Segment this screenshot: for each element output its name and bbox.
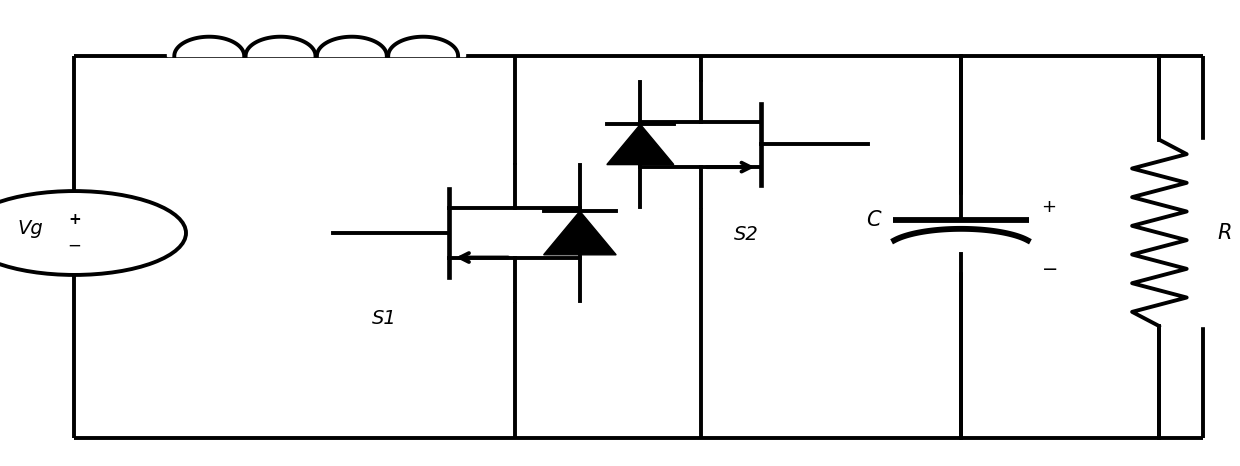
Text: −: −	[67, 237, 82, 255]
Text: −: −	[1042, 260, 1058, 279]
Text: S2: S2	[734, 225, 759, 244]
Text: C: C	[866, 210, 880, 230]
Text: R: R	[1218, 223, 1233, 243]
Polygon shape	[384, 165, 675, 301]
Text: +: +	[1042, 198, 1056, 215]
Polygon shape	[167, 0, 465, 56]
Circle shape	[0, 191, 186, 275]
Polygon shape	[885, 195, 1037, 271]
Polygon shape	[1091, 140, 1228, 326]
Polygon shape	[553, 82, 835, 207]
Text: +: +	[68, 212, 81, 227]
Text: Vg: Vg	[17, 219, 43, 238]
Polygon shape	[606, 124, 673, 164]
Polygon shape	[543, 211, 616, 255]
Text: S1: S1	[372, 309, 397, 329]
